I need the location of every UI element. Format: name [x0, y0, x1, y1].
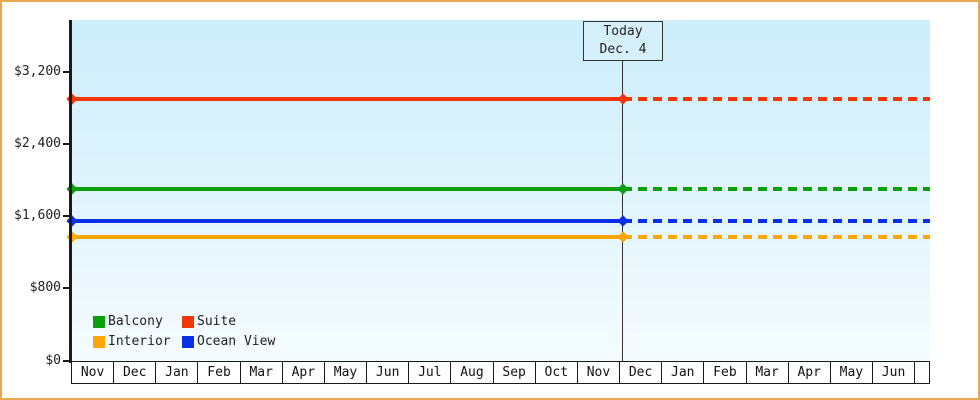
legend-label: Suite: [197, 314, 237, 329]
legend-swatch: [93, 315, 105, 328]
series-line-balcony-solid: [72, 187, 623, 192]
x-axis-month-label: Mar: [747, 362, 789, 383]
x-axis-month-label: Sep: [494, 362, 536, 383]
legend-label: Interior: [108, 334, 171, 349]
x-axis-month-label: Jul: [409, 362, 452, 383]
y-axis-tick: [63, 215, 70, 218]
y-axis-tick: [63, 143, 70, 146]
y-axis-tick: [63, 359, 70, 362]
x-axis-month-label: Nov: [72, 362, 115, 383]
today-label-box: Today Dec. 4: [583, 21, 663, 61]
x-axis-month-label: Aug: [451, 362, 494, 383]
legend-label: Balcony: [108, 314, 163, 329]
legend-item-suite: Suite: [182, 314, 236, 329]
y-axis-tick-label: $0: [45, 352, 61, 368]
x-axis-month-label: Jun: [873, 362, 916, 383]
x-axis-month-label: Dec: [620, 362, 663, 383]
x-axis-month-label: Mar: [241, 362, 283, 383]
series-line-interior-dashed: [623, 234, 930, 239]
x-axis-empty-cell: [915, 362, 929, 383]
today-label: Today: [603, 24, 643, 39]
y-axis-line: [69, 20, 72, 363]
x-axis-month-label: Feb: [198, 362, 241, 383]
legend-swatch: [182, 315, 194, 328]
today-vertical-line: [622, 60, 623, 361]
series-line-ocean-view-solid: [72, 218, 623, 223]
x-axis-month-label: Jan: [156, 362, 199, 383]
y-axis-tick: [63, 287, 70, 290]
series-line-ocean-view-dashed: [623, 218, 930, 223]
legend-label: Ocean View: [197, 334, 276, 349]
x-axis-month-label: Dec: [114, 362, 157, 383]
series-line-suite-dashed: [623, 97, 930, 102]
today-date: Dec. 4: [599, 42, 647, 57]
legend-item-balcony: Balcony: [93, 314, 163, 329]
y-axis-tick-label: $2,400: [14, 136, 61, 152]
series-line-interior-solid: [72, 234, 623, 239]
legend-item-interior: Interior: [93, 334, 171, 349]
x-axis-month-label: May: [831, 362, 873, 383]
series-line-suite-solid: [72, 97, 623, 102]
y-axis-tick-label: $3,200: [14, 64, 61, 79]
x-axis-month-label: Apr: [789, 362, 831, 383]
x-axis-month-label: Nov: [578, 362, 621, 383]
x-axis-month-label: Feb: [704, 362, 747, 383]
legend-swatch: [182, 335, 194, 348]
y-axis-tick-label: $1,600: [14, 208, 61, 224]
y-axis-tick: [63, 71, 70, 73]
legend-item-ocean-view: Ocean View: [182, 334, 275, 349]
y-axis-tick-label: $800: [29, 280, 61, 296]
x-axis-month-label: Jan: [662, 362, 705, 383]
x-axis-month-row: Nov Dec Jan Feb Mar Apr May Jun Jul Aug Sep Oct Nov D…: [71, 361, 930, 384]
series-line-balcony-dashed: [623, 187, 930, 192]
x-axis-month-label: Oct: [536, 362, 578, 383]
x-axis-month-label: Jun: [367, 362, 410, 383]
legend-swatch: [93, 335, 105, 348]
x-axis-month-label: May: [325, 362, 368, 383]
x-axis-month-label: Apr: [283, 362, 325, 383]
